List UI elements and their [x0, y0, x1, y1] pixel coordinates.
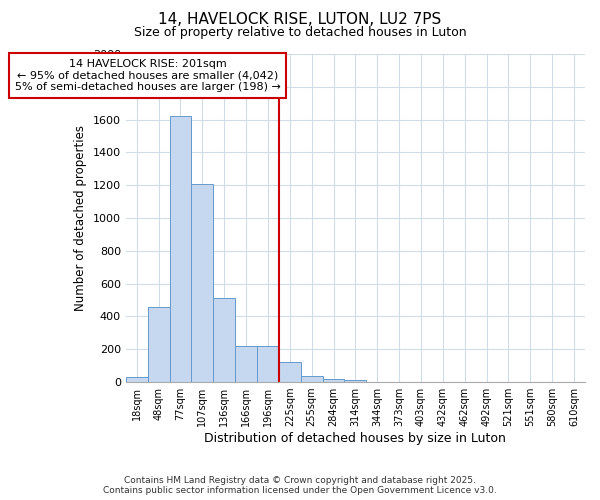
- Bar: [126, 377, 148, 382]
- Bar: [235, 346, 257, 382]
- Bar: [148, 306, 170, 382]
- Y-axis label: Number of detached properties: Number of detached properties: [74, 125, 87, 311]
- Bar: [279, 362, 301, 382]
- Bar: [323, 379, 344, 382]
- X-axis label: Distribution of detached houses by size in Luton: Distribution of detached houses by size …: [205, 432, 506, 445]
- Bar: [170, 116, 191, 382]
- Text: Contains HM Land Registry data © Crown copyright and database right 2025.
Contai: Contains HM Land Registry data © Crown c…: [103, 476, 497, 495]
- Text: Size of property relative to detached houses in Luton: Size of property relative to detached ho…: [134, 26, 466, 39]
- Bar: [344, 380, 367, 382]
- Bar: [191, 184, 213, 382]
- Text: 14, HAVELOCK RISE, LUTON, LU2 7PS: 14, HAVELOCK RISE, LUTON, LU2 7PS: [158, 12, 442, 28]
- Bar: [213, 298, 235, 382]
- Bar: [257, 346, 279, 382]
- Text: 14 HAVELOCK RISE: 201sqm
← 95% of detached houses are smaller (4,042)
5% of semi: 14 HAVELOCK RISE: 201sqm ← 95% of detach…: [15, 59, 281, 92]
- Bar: [301, 376, 323, 382]
